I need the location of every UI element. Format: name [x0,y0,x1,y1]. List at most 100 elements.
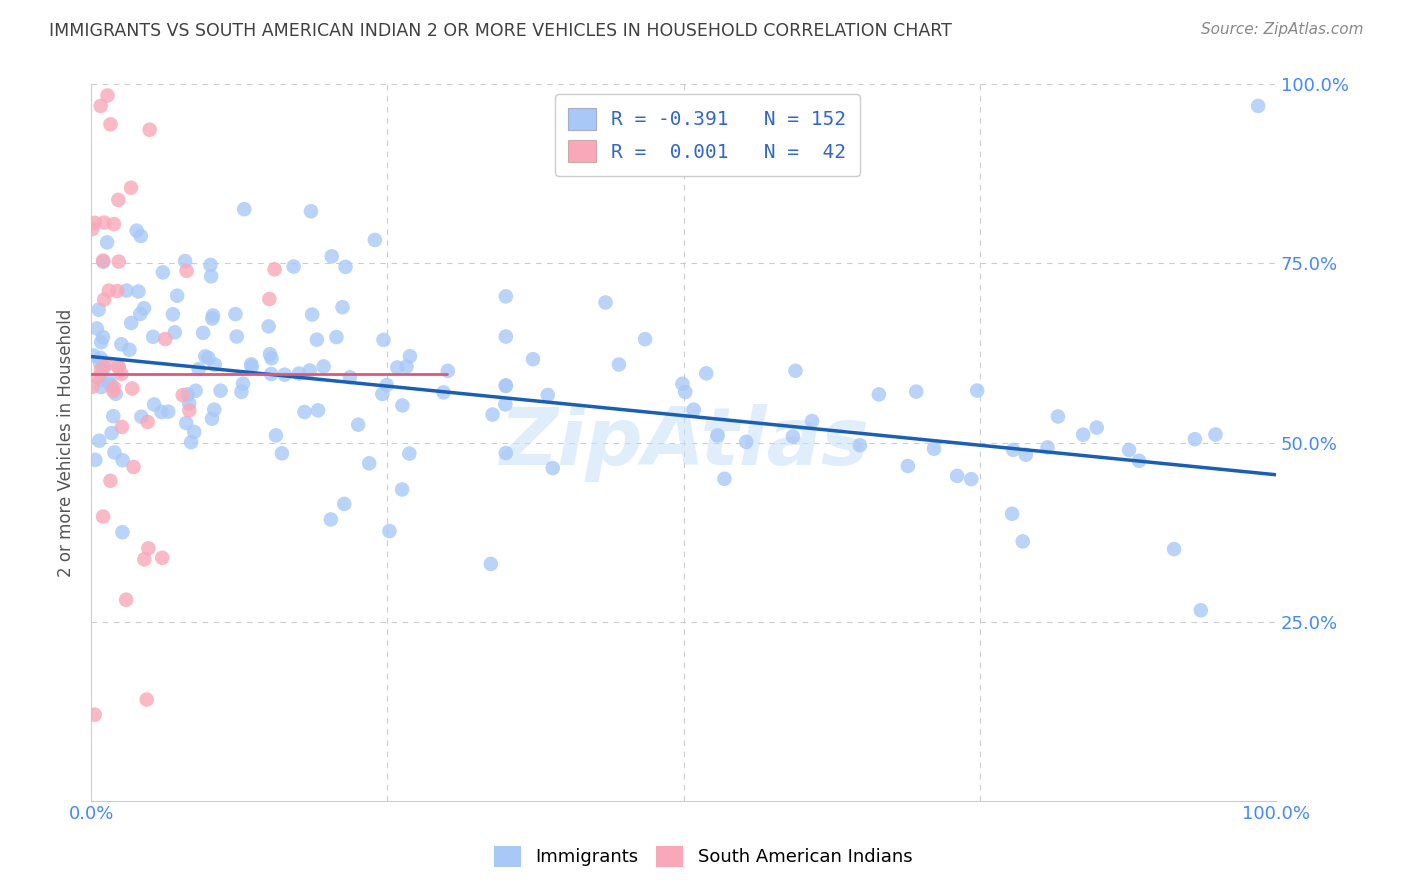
Text: IMMIGRANTS VS SOUTH AMERICAN INDIAN 2 OR MORE VEHICLES IN HOUSEHOLD CORRELATION : IMMIGRANTS VS SOUTH AMERICAN INDIAN 2 OR… [49,22,952,40]
Point [127,285,149,299]
Point [107,359,129,374]
Point [260,351,283,366]
Text: ZipAtlas: ZipAtlas [499,403,869,482]
Point [104,386,127,401]
Point [121,382,143,396]
Point [541,461,564,475]
Point [87,302,110,317]
Point [706,428,728,442]
Point [801,414,824,428]
Point [209,384,232,398]
Point [1011,534,1033,549]
Point [174,254,197,268]
Point [782,429,804,443]
Point [395,359,418,374]
Point [607,358,630,372]
Point [347,417,370,432]
Point [118,343,141,357]
Point [1001,507,1024,521]
Point [537,388,560,402]
Point [479,557,502,571]
Point [319,512,342,526]
Point [378,524,401,538]
Point [905,384,928,399]
Point [155,332,177,346]
Point [174,416,197,430]
Point [232,376,254,391]
Point [231,384,253,399]
Point [110,367,132,381]
Point [93,293,115,307]
Point [184,384,207,398]
Point [179,403,201,417]
Point [166,288,188,302]
Point [107,360,129,375]
Point [299,204,322,219]
Point [142,330,165,344]
Point [224,307,246,321]
Point [180,435,202,450]
Point [93,255,115,269]
Point [83,707,105,722]
Point [143,397,166,411]
Point [204,358,226,372]
Point [91,253,114,268]
Point [187,362,209,376]
Point [183,425,205,439]
Point [332,300,354,314]
Point [120,180,142,194]
Point [93,361,115,376]
Point [89,434,111,448]
Point [1046,409,1069,424]
Point [90,335,112,350]
Point [375,378,398,392]
Point [494,397,516,411]
Point [1163,542,1185,557]
Point [1184,432,1206,446]
Point [595,295,617,310]
Point [495,378,517,392]
Point [946,469,969,483]
Point [259,292,281,306]
Point [273,368,295,382]
Point [1128,454,1150,468]
Point [359,456,381,470]
Point [201,311,224,326]
Point [1002,442,1025,457]
Point [115,592,138,607]
Point [125,224,148,238]
Point [131,409,153,424]
Point [163,325,186,339]
Point [176,264,198,278]
Point [264,428,287,442]
Point [259,347,281,361]
Point [96,88,118,103]
Point [495,379,517,393]
Point [673,384,696,399]
Point [387,360,409,375]
Point [481,408,503,422]
Legend: R = -0.391   N = 152, R =  0.001   N =  42: R = -0.391 N = 152, R = 0.001 N = 42 [555,95,859,176]
Point [138,122,160,136]
Point [1015,448,1038,462]
Point [135,692,157,706]
Point [134,552,156,566]
Point [373,333,395,347]
Point [103,445,125,459]
Point [100,426,122,441]
Point [339,370,361,384]
Point [86,321,108,335]
Point [432,385,454,400]
Point [82,380,104,394]
Point [103,384,125,398]
Point [202,402,225,417]
Point [398,446,420,460]
Point [100,474,122,488]
Point [325,330,347,344]
Point [1205,427,1227,442]
Point [110,337,132,351]
Point [305,333,328,347]
Text: Source: ZipAtlas.com: Source: ZipAtlas.com [1201,22,1364,37]
Point [172,388,194,402]
Point [735,434,758,449]
